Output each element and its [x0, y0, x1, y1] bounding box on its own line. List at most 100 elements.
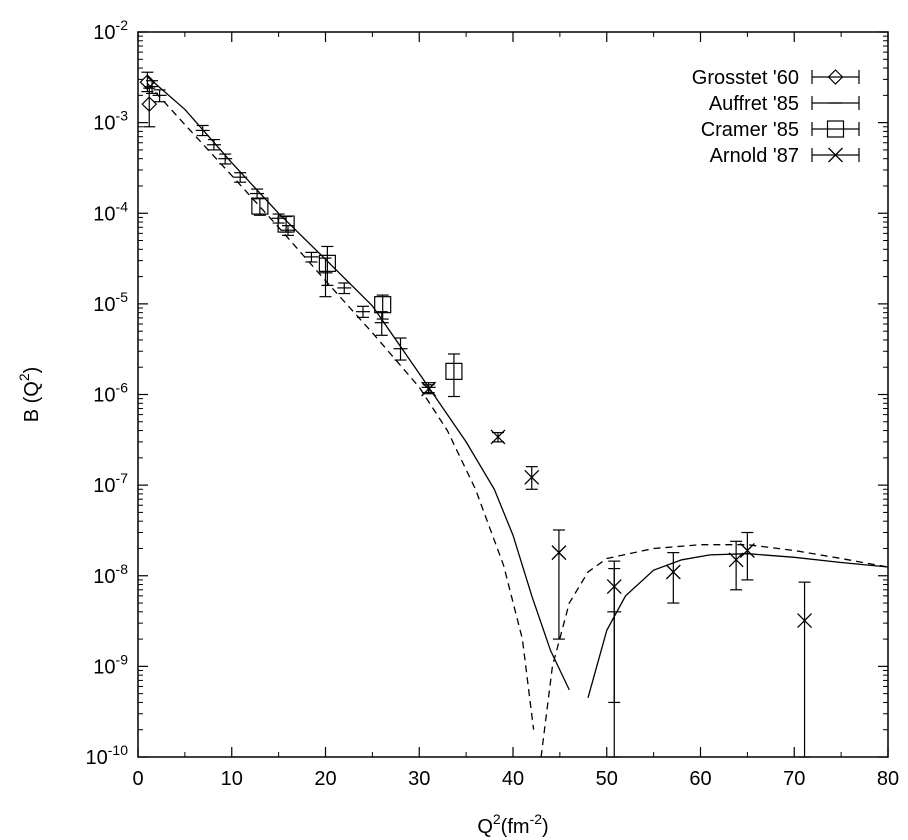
x-tick-label: 50 — [596, 768, 618, 790]
x-axis-label-part: Q — [477, 816, 493, 838]
point-marker — [374, 296, 392, 314]
data-point — [374, 311, 389, 336]
y-tick-exponent: -6 — [116, 380, 129, 396]
legend: Grosstet '60 Auffret '85 Cramer '85 Arnold … — [692, 67, 860, 167]
x-tick-label: 10 — [221, 768, 243, 790]
y-tick-exponent: -8 — [116, 561, 129, 577]
axis-labels: 0 10 20 30 40 50 60 70 8010-1010-910-810-710-610… — [16, 17, 899, 838]
data-point — [318, 245, 336, 286]
data-point — [251, 197, 269, 216]
point-marker — [551, 545, 567, 561]
x-tick-label: 30 — [408, 768, 430, 790]
y-tick-label: 10-8 — [93, 561, 128, 588]
x-tick-label: 80 — [877, 768, 899, 790]
dashed-curve — [146, 83, 535, 730]
y-tick-label: 10-3 — [93, 108, 128, 135]
y-tick-label: 10-2 — [93, 17, 128, 44]
data-point — [337, 282, 352, 295]
y-tick-exponent: -4 — [116, 198, 129, 214]
point-marker — [251, 197, 269, 215]
data-point — [665, 552, 681, 604]
x-tick-label: 70 — [783, 768, 805, 790]
legend-label: Cramer '85 — [701, 119, 799, 141]
y-tick-base: 10 — [93, 113, 115, 135]
data-point — [195, 124, 210, 137]
data-point — [797, 581, 813, 758]
y-tick-exponent: -10 — [108, 742, 128, 758]
y-tick-base: 10 — [93, 22, 115, 44]
legend-label: Arnold '87 — [710, 145, 799, 167]
data-point — [304, 251, 319, 263]
data-point — [551, 529, 567, 640]
y-tick-base: 10 — [93, 385, 115, 407]
point-marker — [490, 429, 506, 445]
y-tick-label: 10-5 — [93, 289, 128, 316]
dashed-curve — [540, 544, 889, 758]
x-axis-label-part: 2 — [493, 811, 501, 827]
point-marker — [445, 362, 463, 380]
data-point — [421, 381, 437, 397]
solid-curve — [587, 553, 889, 698]
x-axis-label: Q2(fm-2) — [477, 811, 548, 838]
y-tick-exponent: -2 — [116, 17, 129, 33]
point-marker — [728, 552, 744, 568]
x-axis-label-part: -2 — [530, 811, 543, 827]
data-point — [206, 138, 221, 151]
x-tick-label: 0 — [132, 768, 143, 790]
data-point — [318, 257, 333, 298]
point-marker — [318, 254, 336, 272]
data-point — [277, 215, 295, 233]
data-point — [145, 80, 160, 95]
x-tick-label: 20 — [314, 768, 336, 790]
axis-ticks — [137, 31, 889, 758]
y-axis-label-part: B (Q — [21, 381, 43, 422]
legend-marker — [827, 69, 844, 85]
data-point — [739, 531, 755, 581]
y-tick-base: 10 — [93, 203, 115, 225]
data-point — [490, 429, 506, 445]
data-point — [250, 188, 265, 200]
legend-label: Grosstet '60 — [692, 67, 799, 89]
legend-marker — [826, 120, 845, 138]
y-tick-base: 10 — [93, 566, 115, 588]
y-tick-label: 10-10 — [86, 742, 129, 769]
data-point — [445, 353, 463, 398]
y-tick-exponent: -3 — [116, 108, 129, 124]
x-tick-label: 60 — [689, 768, 711, 790]
y-tick-exponent: -5 — [116, 289, 129, 305]
y-tick-label: 10-7 — [93, 470, 128, 497]
y-tick-exponent: -9 — [116, 651, 129, 667]
point-marker — [524, 469, 540, 485]
data-point — [356, 305, 370, 318]
point-marker — [797, 613, 813, 629]
y-tick-label: 10-9 — [93, 651, 128, 678]
data-point — [524, 466, 540, 490]
point-marker — [277, 215, 295, 233]
model-curves — [146, 76, 889, 758]
legend-marker — [828, 147, 843, 163]
legend-label: Auffret '85 — [709, 93, 799, 115]
y-tick-label: 10-6 — [93, 380, 128, 407]
data-point — [374, 294, 392, 320]
data-point — [281, 225, 295, 236]
x-tick-label: 40 — [502, 768, 524, 790]
x-axis-label-part: (fm — [501, 816, 530, 838]
data-point — [393, 337, 408, 361]
y-axis-label-part: ) — [21, 367, 43, 374]
y-tick-base: 10 — [86, 747, 108, 769]
y-tick-base: 10 — [93, 294, 115, 316]
data-point — [606, 560, 622, 758]
y-tick-exponent: -7 — [116, 470, 129, 486]
data-point — [233, 172, 248, 183]
y-tick-base: 10 — [93, 656, 115, 678]
point-marker — [665, 564, 681, 580]
data-point — [152, 89, 167, 103]
y-axis-label-part: 2 — [16, 373, 32, 381]
y-tick-label: 10-4 — [93, 198, 128, 225]
data-point — [218, 153, 233, 165]
y-axis-label: B (Q2) — [16, 367, 43, 423]
x-axis-label-part: ) — [542, 816, 549, 838]
point-marker — [606, 579, 622, 595]
data-points — [139, 71, 813, 758]
